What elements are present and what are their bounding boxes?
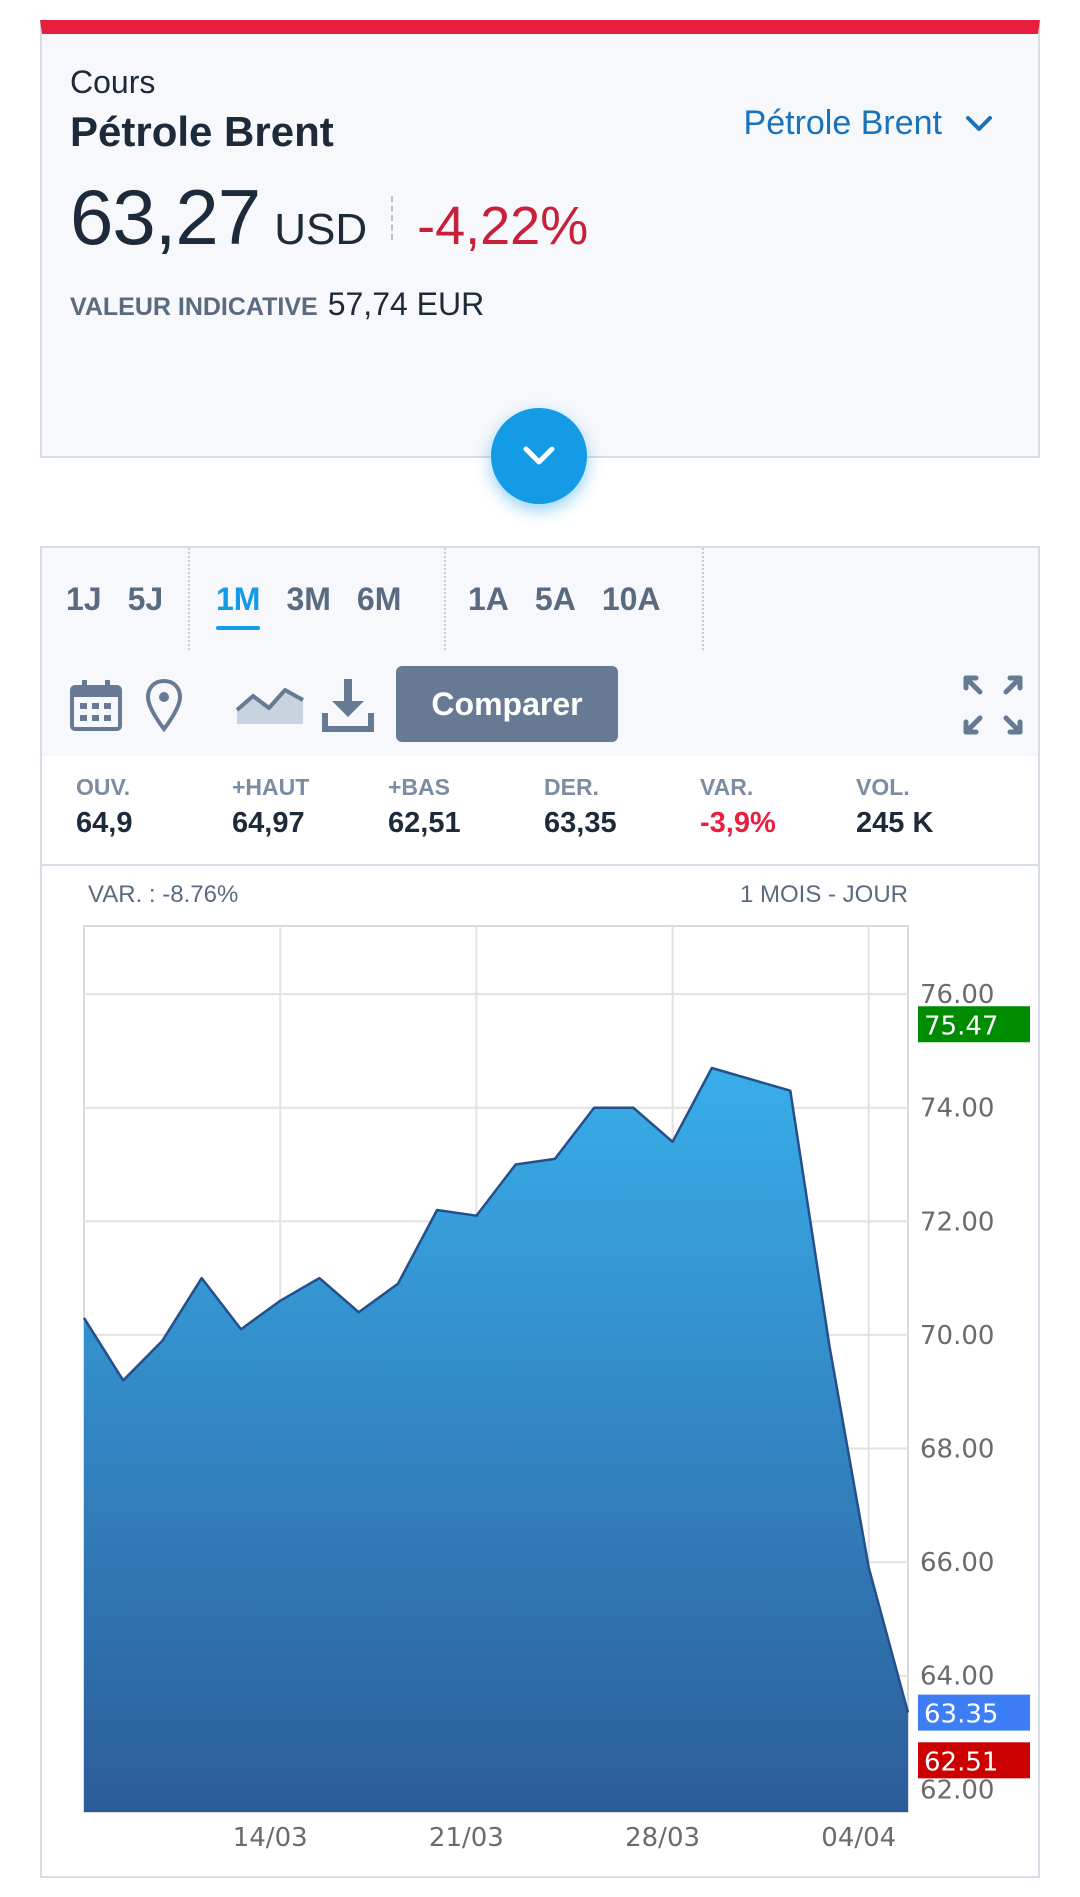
- x-tick-label: 14/03: [233, 1823, 308, 1853]
- price-tag-bg: [918, 1742, 1030, 1779]
- chart-variation-label: VAR. : -8.76%: [88, 881, 238, 908]
- download-icon[interactable]: [318, 676, 378, 734]
- period-tabs: 1J 5J 1M 3M 6M 1A 5A 10A: [42, 548, 1038, 654]
- y-tick-label: 72.00: [920, 1207, 994, 1237]
- stat-open: OUV. 64,9: [76, 774, 132, 840]
- period-group-intraday: 1J 5J: [42, 548, 190, 650]
- indicative-label: VALEUR INDICATIVE: [70, 293, 318, 321]
- instrument-selector[interactable]: Pétrole Brent: [744, 104, 994, 143]
- tab-10a[interactable]: 10A: [601, 580, 661, 617]
- tab-1a[interactable]: 1A: [468, 580, 509, 617]
- chart-card: 1J 5J 1M 3M 6M 1A 5A 10A: [40, 546, 1040, 1878]
- stat-value: 62,51: [388, 807, 461, 839]
- stat-label: OUV.: [76, 774, 131, 800]
- y-tick-label: 76.00: [920, 980, 994, 1010]
- stat-low: +BAS 62,51: [388, 774, 461, 840]
- area-chart-icon[interactable]: [234, 676, 306, 734]
- y-tick-label: 70.00: [920, 1321, 994, 1351]
- price-value: 63,27: [70, 173, 261, 261]
- quote-card: Cours Pétrole Brent Pétrole Brent 63,27 …: [40, 20, 1040, 458]
- period-group-years: 1A 5A 10A: [448, 548, 704, 650]
- stat-high: +HAUT 64,97: [232, 774, 309, 840]
- stat-variation: VAR. -3,9%: [700, 774, 776, 840]
- y-tick-label: 74.00: [920, 1094, 994, 1124]
- tab-1j[interactable]: 1J: [66, 580, 102, 617]
- stat-label: +HAUT: [232, 774, 310, 800]
- instrument-selector-label: Pétrole Brent: [743, 104, 942, 142]
- stats-row: OUV. 64,9 +HAUT 64,97 +BAS 62,51 DER. 63…: [42, 756, 1038, 866]
- stat-label: +BAS: [388, 774, 450, 800]
- x-tick-label: 21/03: [429, 1823, 504, 1853]
- indicative-value-row: VALEUR INDICATIVE 57,74 EUR: [70, 286, 484, 323]
- price-change: -4,22%: [417, 196, 589, 256]
- y-tick-label: 68.00: [920, 1435, 994, 1465]
- tab-3m[interactable]: 3M: [286, 580, 331, 617]
- x-tick-label: 28/03: [625, 1823, 700, 1853]
- y-tick-label: 64.00: [920, 1662, 994, 1692]
- expand-button[interactable]: [491, 408, 587, 504]
- indicative-value: 57,74 EUR: [327, 286, 485, 322]
- fullscreen-icon[interactable]: [962, 674, 1024, 736]
- price-area: [84, 1068, 908, 1812]
- stat-label: VAR.: [700, 774, 754, 800]
- map-pin-icon[interactable]: [134, 676, 194, 734]
- stat-label: DER.: [544, 774, 599, 800]
- calendar-icon[interactable]: [66, 676, 126, 734]
- chevron-down-icon: [523, 446, 555, 465]
- price-tag-bg: [918, 1694, 1030, 1731]
- tab-6m[interactable]: 6M: [356, 580, 402, 617]
- price-currency: USD: [274, 205, 368, 254]
- stat-volume: VOL. 245 K: [856, 774, 933, 840]
- price-line: [82, 1066, 910, 1713]
- y-tick-label: 66.00: [920, 1548, 994, 1578]
- chart-period-label: 1 MOIS - JOUR: [740, 881, 908, 908]
- chart-toolbar: Comparer: [42, 652, 1038, 758]
- instrument-title: Pétrole Brent: [70, 108, 334, 155]
- price-chart-svg: VAR. : -8.76% 1 MOIS - JOUR 76.00 74.00 72.0…: [82, 881, 1030, 1853]
- price-tag-label: 62.51: [924, 1747, 998, 1777]
- chevron-down-icon: [966, 115, 992, 131]
- price-separator: [391, 195, 394, 240]
- price-tag-bg: [918, 1006, 1030, 1043]
- stat-value: 64,97: [232, 807, 305, 839]
- y-tick-label: 62.00: [920, 1775, 994, 1805]
- stat-value: 64,9: [76, 807, 133, 839]
- stat-value: 245 K: [856, 807, 934, 839]
- tab-5j[interactable]: 5J: [127, 580, 164, 617]
- stat-value: -3,9%: [700, 807, 776, 839]
- period-group-months: 1M 3M 6M: [192, 548, 446, 650]
- compare-button[interactable]: Comparer: [396, 666, 618, 742]
- stat-value: 63,35: [544, 807, 617, 839]
- tab-1m[interactable]: 1M: [216, 580, 261, 630]
- price-tag-label: 63.35: [924, 1700, 998, 1730]
- x-tick-label: 04/04: [821, 1823, 896, 1853]
- stat-last: DER. 63,35: [544, 774, 617, 840]
- price-row: 63,27 USD -4,22%: [70, 172, 588, 263]
- stat-label: VOL.: [856, 774, 910, 800]
- tab-5a[interactable]: 5A: [534, 580, 576, 617]
- price-tag-label: 75.47: [924, 1011, 998, 1041]
- quote-label: Cours: [70, 64, 156, 100]
- price-chart[interactable]: VAR. : -8.76% 1 MOIS - JOUR 76.00 74.00 72.0…: [42, 866, 1038, 1876]
